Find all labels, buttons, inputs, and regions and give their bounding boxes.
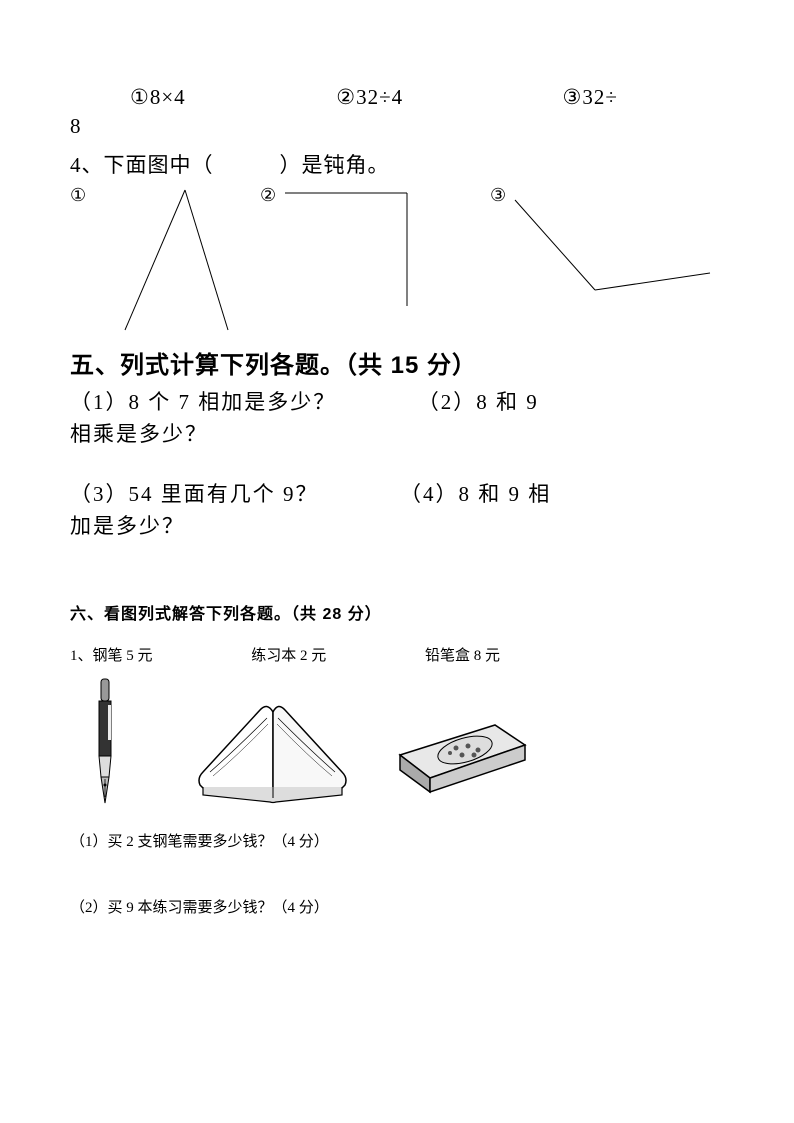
s5-line3: （3）54 里面有几个 9？ （4）8 和 9 相 [70,478,724,508]
s5-line2: 相乘是多少？ [70,418,724,448]
angle-label-2: ② [260,185,276,206]
book-icon [185,690,360,810]
q3-option-3: ③32÷ [563,85,683,110]
s5-line4: 加是多少？ [70,510,724,540]
s5-line1: （1）8 个 7 相加是多少？ （2）8 和 9 [70,386,724,416]
pen-label: 钢笔 5 元 [93,644,248,665]
items-labels-row: 1、钢笔 5 元 练习本 2 元 铅笔盒 8 元 [70,644,724,665]
angles-row: ① ② ③ [70,185,724,335]
pencil-box-icon [380,700,535,800]
obtuse-angle-icon [505,195,715,315]
q6-sub2: （2）买 9 本练习需要多少钱？（4 分） [70,896,724,917]
q6-stem: 1、 [70,644,93,665]
right-angle-icon [285,191,415,311]
items-illustration-row [70,675,724,815]
section-5-title: 五、列式计算下列各题。（共 15 分） [70,345,724,380]
angle-label-1: ① [70,185,86,206]
q6-sub1: （1）买 2 支钢笔需要多少钱？（4 分） [70,830,724,851]
angle-label-3: ③ [490,185,506,206]
acute-angle-icon [100,185,270,335]
section-6-title: 六、看图列式解答下列各题。（共 28 分） [70,600,724,624]
pen-icon [85,675,125,810]
q3-wrap: 8 [70,114,724,139]
box-label: 铅笔盒 8 元 [425,644,565,665]
q3-option-1: ①8×4 [130,85,330,110]
book-label: 练习本 2 元 [251,644,421,665]
q3-options-row: ①8×4 ②32÷4 ③32÷ [70,85,724,110]
q4-stem: 4、下面图中（ ）是钝角。 [70,149,724,179]
q3-option-2: ②32÷4 [336,85,556,110]
